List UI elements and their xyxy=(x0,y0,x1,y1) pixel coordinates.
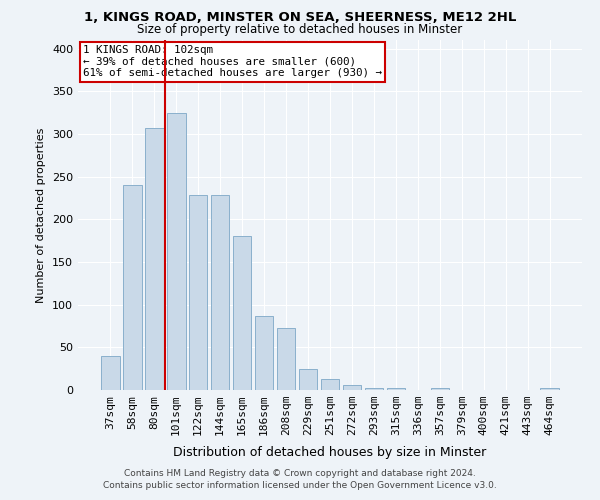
Text: Contains public sector information licensed under the Open Government Licence v3: Contains public sector information licen… xyxy=(103,481,497,490)
Bar xyxy=(101,356,119,390)
X-axis label: Distribution of detached houses by size in Minster: Distribution of detached houses by size … xyxy=(173,446,487,460)
Bar xyxy=(167,112,185,390)
Bar xyxy=(365,388,383,390)
Bar xyxy=(386,388,405,390)
Bar xyxy=(431,388,449,390)
Bar xyxy=(320,379,340,390)
Bar xyxy=(211,196,229,390)
Text: 1, KINGS ROAD, MINSTER ON SEA, SHEERNESS, ME12 2HL: 1, KINGS ROAD, MINSTER ON SEA, SHEERNESS… xyxy=(84,11,516,24)
Y-axis label: Number of detached properties: Number of detached properties xyxy=(37,128,46,302)
Bar xyxy=(343,385,361,390)
Bar xyxy=(189,196,208,390)
Bar xyxy=(145,128,164,390)
Text: 1 KINGS ROAD: 102sqm
← 39% of detached houses are smaller (600)
61% of semi-deta: 1 KINGS ROAD: 102sqm ← 39% of detached h… xyxy=(83,46,382,78)
Text: Size of property relative to detached houses in Minster: Size of property relative to detached ho… xyxy=(137,22,463,36)
Bar xyxy=(233,236,251,390)
Bar xyxy=(277,328,295,390)
Bar xyxy=(541,388,559,390)
Bar xyxy=(255,316,274,390)
Bar xyxy=(123,185,142,390)
Bar xyxy=(299,368,317,390)
Text: Contains HM Land Registry data © Crown copyright and database right 2024.: Contains HM Land Registry data © Crown c… xyxy=(124,468,476,477)
